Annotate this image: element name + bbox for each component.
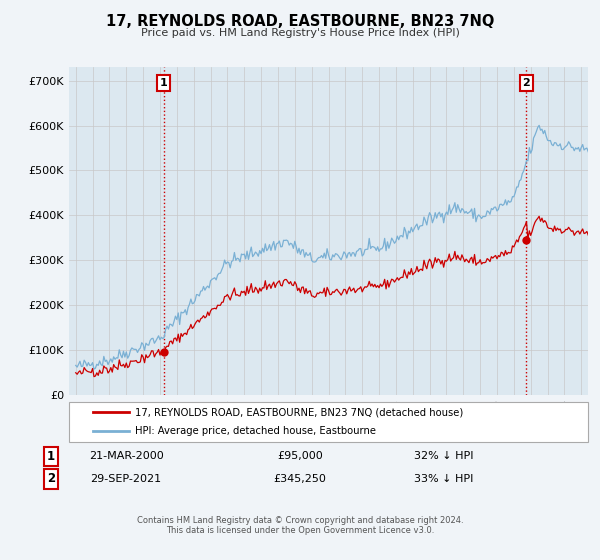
Text: 17, REYNOLDS ROAD, EASTBOURNE, BN23 7NQ: 17, REYNOLDS ROAD, EASTBOURNE, BN23 7NQ xyxy=(106,14,494,29)
Text: 2: 2 xyxy=(47,472,55,486)
Text: 2: 2 xyxy=(523,78,530,88)
Text: HPI: Average price, detached house, Eastbourne: HPI: Average price, detached house, East… xyxy=(135,426,376,436)
Text: 17, REYNOLDS ROAD, EASTBOURNE, BN23 7NQ (detached house): 17, REYNOLDS ROAD, EASTBOURNE, BN23 7NQ … xyxy=(135,407,463,417)
Text: This data is licensed under the Open Government Licence v3.0.: This data is licensed under the Open Gov… xyxy=(166,526,434,535)
Text: 1: 1 xyxy=(47,450,55,463)
Text: Contains HM Land Registry data © Crown copyright and database right 2024.: Contains HM Land Registry data © Crown c… xyxy=(137,516,463,525)
Text: 21-MAR-2000: 21-MAR-2000 xyxy=(89,451,163,461)
Text: 32% ↓ HPI: 32% ↓ HPI xyxy=(414,451,474,461)
Text: 29-SEP-2021: 29-SEP-2021 xyxy=(91,474,161,484)
Text: 1: 1 xyxy=(160,78,167,88)
Text: £345,250: £345,250 xyxy=(274,474,326,484)
Text: Price paid vs. HM Land Registry's House Price Index (HPI): Price paid vs. HM Land Registry's House … xyxy=(140,28,460,38)
Text: 33% ↓ HPI: 33% ↓ HPI xyxy=(415,474,473,484)
Text: £95,000: £95,000 xyxy=(277,451,323,461)
